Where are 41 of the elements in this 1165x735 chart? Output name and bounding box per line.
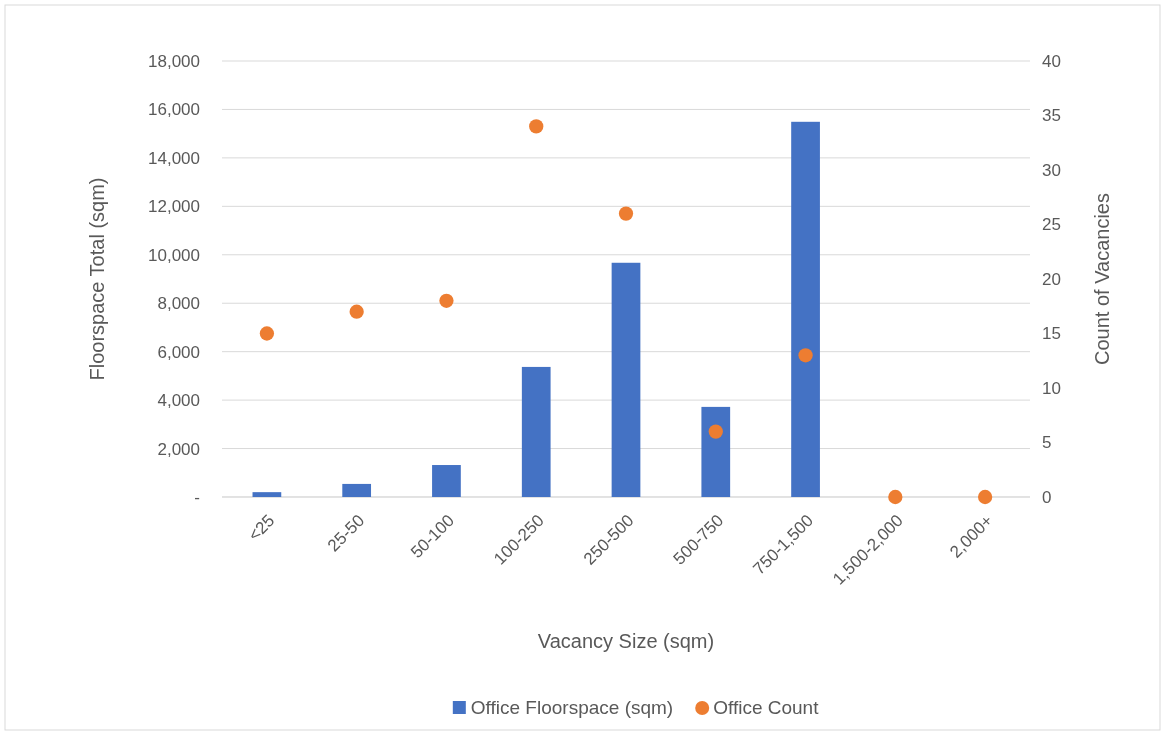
point — [349, 304, 364, 319]
point — [708, 424, 723, 439]
y-tick-label: 6,000 — [157, 342, 200, 362]
y-axis-title: Floorspace Total (sqm) — [86, 177, 108, 381]
bar — [252, 492, 282, 497]
legend-label: Office Floorspace (sqm) — [470, 697, 674, 718]
bar — [791, 121, 820, 497]
bar — [611, 262, 641, 497]
y-tick-label: 16,000 — [148, 100, 200, 120]
point — [529, 119, 544, 134]
y-tick-label: - — [194, 487, 200, 507]
y-tick-label: 8,000 — [157, 294, 200, 314]
y2-tick-label: 15 — [1042, 324, 1061, 344]
y2-tick-label: 40 — [1042, 51, 1061, 71]
point — [798, 348, 813, 363]
y2-axis-title: Count of Vacancies — [1091, 193, 1113, 365]
bar — [432, 465, 461, 497]
y2-tick-label: 20 — [1042, 269, 1061, 289]
y2-tick-label: 35 — [1042, 106, 1061, 126]
x-axis-title: Vacancy Size (sqm) — [537, 630, 715, 652]
y-tick-label: 18,000 — [148, 51, 200, 71]
bar — [521, 366, 551, 497]
y2-tick-label: 30 — [1042, 160, 1061, 180]
point — [439, 293, 454, 308]
y-tick-label: 2,000 — [157, 439, 200, 459]
point — [618, 206, 634, 221]
legend-label: Office Count — [713, 697, 820, 718]
bar — [342, 483, 372, 497]
y2-tick-label: 25 — [1042, 215, 1061, 235]
point — [888, 489, 903, 505]
y-tick-label: 4,000 — [157, 391, 200, 411]
y-tick-label: 12,000 — [148, 197, 200, 217]
x-tick-label: <25 — [244, 511, 279, 545]
point — [259, 326, 275, 341]
y2-tick-label: 10 — [1042, 378, 1061, 398]
y2-tick-label: 5 — [1042, 433, 1052, 453]
y-tick-label: 10,000 — [148, 245, 200, 265]
y2-tick-label: 0 — [1042, 487, 1052, 507]
bar — [701, 406, 731, 497]
point — [977, 489, 993, 505]
y-tick-label: 14,000 — [148, 148, 200, 168]
